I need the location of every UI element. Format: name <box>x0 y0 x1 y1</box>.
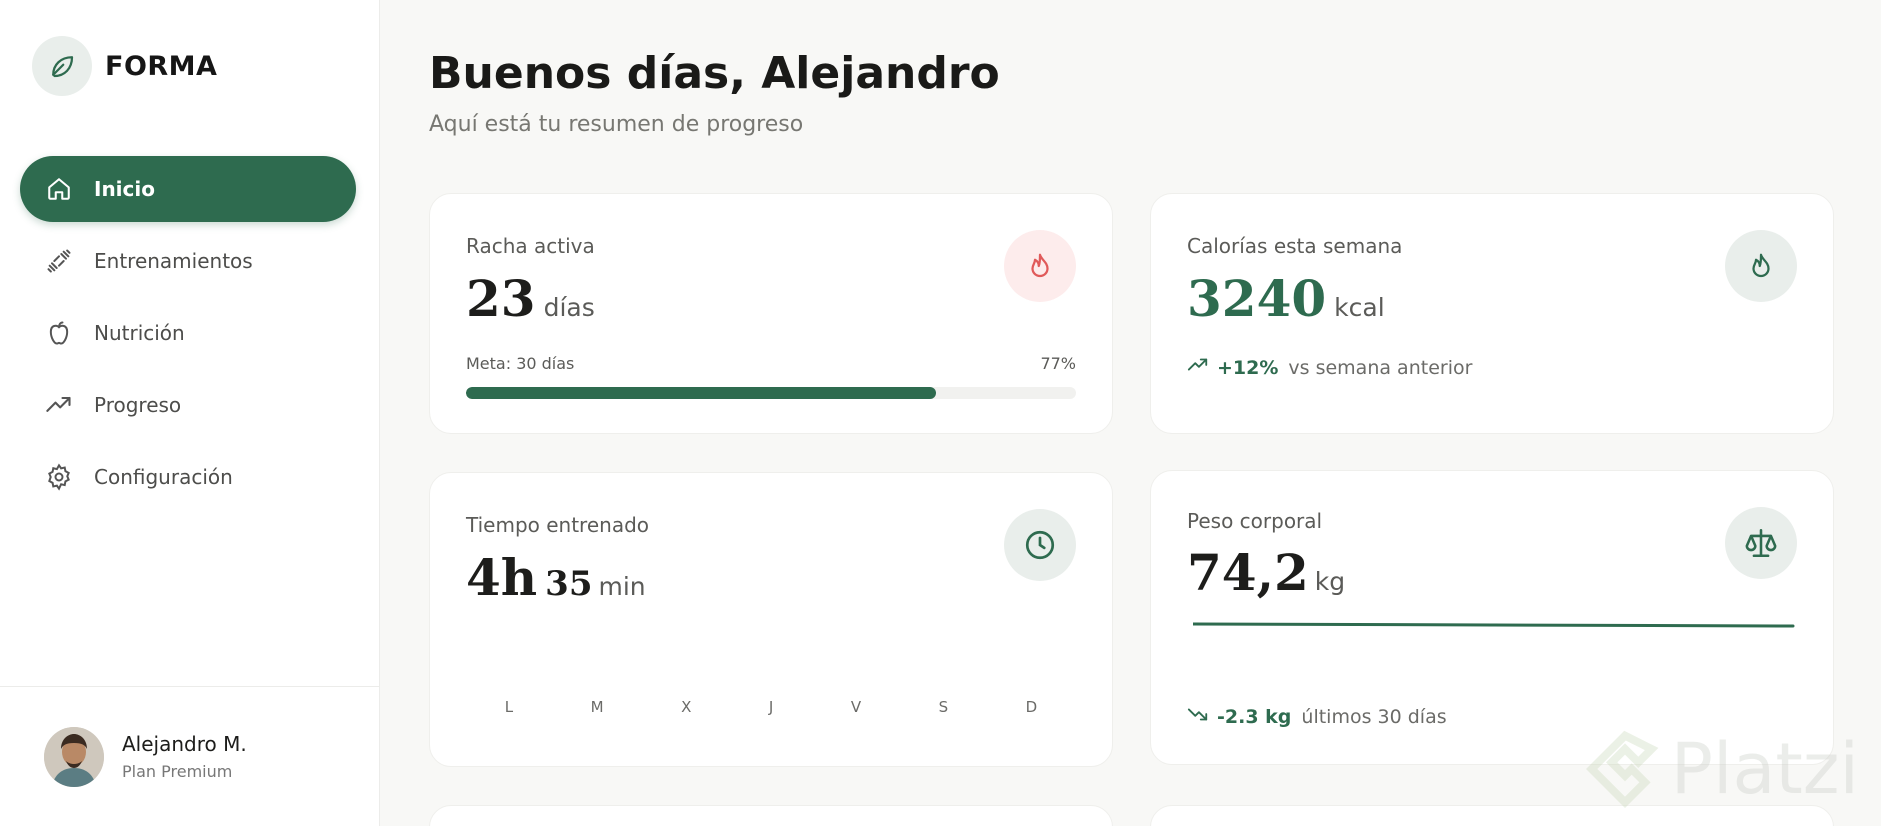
card-label: Tiempo entrenado <box>466 513 650 537</box>
calories-unit: kcal <box>1334 293 1385 322</box>
trending-down-icon <box>1187 703 1209 730</box>
sidebar: FORMA Inicio Entrenamientos Nutrición Pr… <box>0 0 380 826</box>
nav-item-entrenamientos[interactable]: Entrenamientos <box>20 228 356 294</box>
percent-label: 77% <box>1040 354 1076 373</box>
scale-icon <box>1725 507 1797 579</box>
trend-note: vs semana anterior <box>1288 356 1473 379</box>
nav-label: Configuración <box>94 465 233 489</box>
watermark-text: Platzi <box>1670 728 1859 810</box>
weekday-label: S <box>938 698 949 716</box>
user-plan: Plan Premium <box>122 762 233 781</box>
nav-label: Entrenamientos <box>94 249 253 273</box>
streak-progress-fill <box>466 387 936 399</box>
user-name: Alejandro M. <box>122 732 247 756</box>
weight-value-row: 74,2 kg <box>1187 543 1345 602</box>
user-info: Alejandro M. Plan Premium <box>122 732 247 781</box>
weight-card[interactable]: Peso corporal 74,2 kg -2.3 kg últimos 30… <box>1150 470 1834 765</box>
card-label: Racha activa <box>466 234 595 258</box>
streak-unit: días <box>543 293 595 322</box>
weekday-label: D <box>1025 698 1038 716</box>
flame-icon <box>1004 230 1076 302</box>
dumbbell-icon <box>44 246 74 276</box>
streak-card[interactable]: Racha activa 23 días Meta: 30 días 77% <box>429 193 1113 434</box>
trend-note: últimos 30 días <box>1301 705 1447 728</box>
streak-progress-meta: Meta: 30 días 77% <box>466 354 1076 373</box>
trend-value: +12% <box>1217 356 1279 379</box>
home-icon <box>44 174 74 204</box>
trend-value: -2.3 kg <box>1217 705 1292 728</box>
platzi-logo-icon <box>1585 730 1659 808</box>
calories-card[interactable]: Calorías esta semana 3240 kcal +12% vs s… <box>1150 193 1834 434</box>
streak-value: 23 <box>466 269 536 328</box>
streak-progress-bar <box>466 387 1076 399</box>
flame-icon <box>1725 230 1797 302</box>
avatar[interactable] <box>44 726 104 787</box>
watermark: Platzi <box>1585 728 1859 810</box>
weekday-label: L <box>504 698 514 716</box>
time-hours: 4h <box>466 548 538 607</box>
time-unit: min <box>598 572 646 601</box>
weekday-label: J <box>768 698 774 716</box>
nav-item-inicio[interactable]: Inicio <box>20 156 356 222</box>
nav-item-configuracion[interactable]: Configuración <box>20 444 356 510</box>
weekday-label: V <box>850 698 862 716</box>
calories-value-row: 3240 kcal <box>1187 269 1385 328</box>
weight-trend-line <box>1193 622 1795 628</box>
gear-icon <box>44 462 74 492</box>
goal-label: Meta: 30 días <box>466 354 575 373</box>
weight-value: 74,2 <box>1187 543 1309 602</box>
nav-label: Inicio <box>94 177 155 201</box>
weekday-label: X <box>681 698 692 716</box>
main-content: Buenos días, Alejandro Aquí está tu resu… <box>380 0 1881 826</box>
calories-value: 3240 <box>1187 269 1327 328</box>
time-card[interactable]: Tiempo entrenado 4h 35 min L M X J V S D <box>429 472 1113 767</box>
time-minutes: 35 <box>545 564 593 604</box>
nav-label: Progreso <box>94 393 182 417</box>
weight-trend: -2.3 kg últimos 30 días <box>1187 703 1447 730</box>
apple-icon <box>44 318 74 348</box>
card-label: Calorías esta semana <box>1187 234 1403 258</box>
weight-unit: kg <box>1314 567 1346 596</box>
brand-name: FORMA <box>105 50 218 82</box>
brand-logo[interactable]: FORMA <box>32 36 217 96</box>
main-nav: Inicio Entrenamientos Nutrición Progreso… <box>20 156 356 516</box>
leaf-icon <box>32 36 92 96</box>
page-title: Buenos días, Alejandro <box>429 48 1000 99</box>
weekday-label: M <box>590 698 604 716</box>
page-subtitle: Aquí está tu resumen de progreso <box>429 112 804 137</box>
card-label: Peso corporal <box>1187 509 1323 533</box>
partial-card <box>429 805 1113 826</box>
trending-up-icon <box>1187 354 1209 381</box>
trending-up-icon <box>44 390 74 420</box>
streak-value-row: 23 días <box>466 269 595 328</box>
nav-item-progreso[interactable]: Progreso <box>20 372 356 438</box>
user-profile[interactable]: Alejandro M. Plan Premium <box>0 686 380 826</box>
weekday-labels: L M X J V S D <box>466 698 1076 716</box>
nav-item-nutricion[interactable]: Nutrición <box>20 300 356 366</box>
nav-label: Nutrición <box>94 321 185 345</box>
clock-icon <box>1004 509 1076 581</box>
time-value-row: 4h 35 min <box>466 548 646 607</box>
calories-trend: +12% vs semana anterior <box>1187 354 1472 381</box>
